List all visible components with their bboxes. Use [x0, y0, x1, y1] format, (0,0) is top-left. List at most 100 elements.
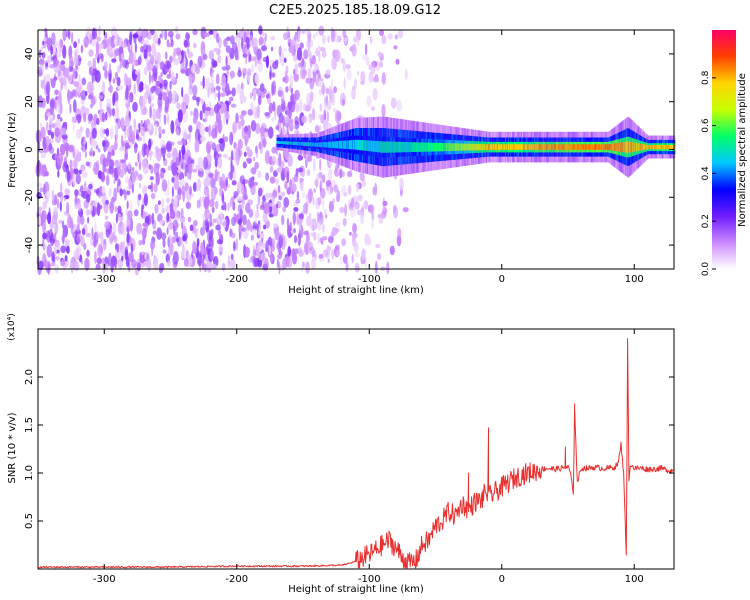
spectrogram-band-cell	[549, 144, 552, 150]
spectrogram-noise-cell	[145, 84, 150, 98]
spectrogram-noise-cell	[254, 73, 260, 85]
spectrogram-noise-cell	[84, 257, 90, 271]
spectrogram-noise-cell	[232, 121, 238, 134]
spectrogram-noise-cell	[280, 250, 283, 256]
spectrogram-noise-cell	[38, 58, 45, 66]
spectrogram-noise-cell	[208, 140, 213, 146]
spectrogram-noise-cell	[188, 73, 193, 84]
spectrogram-noise-cell	[262, 243, 265, 249]
spectrogram-noise-cell	[114, 206, 118, 213]
spectrogram-noise-cell	[143, 66, 148, 76]
spectrogram-noise-cell	[105, 199, 109, 205]
spectrogram-noise-cell	[319, 158, 322, 171]
spectrogram-noise-cell	[118, 226, 122, 235]
spectrogram-noise-cell	[195, 66, 201, 75]
spectrogram-noise-cell	[196, 97, 200, 107]
spectrogram-noise-cell	[233, 241, 236, 252]
spectrogram-band-cell	[359, 139, 361, 151]
spectrogram-noise-cell	[94, 250, 97, 264]
spectrogram-noise-cell	[114, 264, 117, 269]
spectrogram-band-cell	[601, 144, 603, 150]
spectrogram-noise-cell	[272, 101, 276, 112]
spectrogram-noise-cell	[121, 162, 128, 171]
spectrogram-band-cell	[423, 142, 425, 152]
spectrogram-noise-cell	[157, 200, 161, 206]
spectrogram-noise-cell	[282, 76, 287, 83]
spectrogram-band-cell	[497, 144, 499, 150]
spectrogram-noise-cell	[67, 171, 71, 183]
spectrogram-band-cell	[405, 142, 408, 153]
spectrogram-noise-cell	[339, 207, 345, 213]
spectrogram-noise-cell	[120, 134, 124, 147]
spectrogram-noise-cell	[164, 103, 169, 114]
spectrogram-noise-cell	[296, 215, 300, 225]
spectrogram-noise-cell	[201, 256, 205, 270]
spectrogram-band-cell	[464, 143, 466, 151]
spectrogram-noise-cell	[325, 180, 332, 187]
spectrogram-noise-cell	[116, 36, 123, 46]
spectrogram-noise-cell	[142, 165, 149, 175]
spectrogram-noise-cell	[331, 226, 337, 237]
spectrogram-noise-cell	[72, 147, 76, 159]
spectrogram-band-cell	[521, 144, 523, 150]
spectrogram-band-cell	[620, 142, 622, 152]
spectrogram-noise-cell	[264, 202, 270, 215]
spectrogram-noise-cell	[371, 211, 375, 221]
spectrogram-band-cell	[391, 141, 394, 153]
spectrogram-noise-cell	[135, 133, 140, 140]
spectrogram-band-cell	[280, 141, 282, 145]
spectrogram-noise-cell	[192, 84, 198, 97]
spectrogram-noise-cell	[378, 217, 383, 224]
spectrogram-noise-cell	[208, 30, 215, 35]
spectrogram-noise-cell	[134, 161, 138, 167]
spectrogram-noise-cell	[169, 80, 172, 90]
spectrogram-band-cell	[582, 144, 584, 150]
spectrogram-noise-cell	[220, 81, 227, 87]
spectrogram-band-cell	[335, 141, 337, 149]
spectrogram-noise-cell	[241, 110, 247, 116]
spectrogram-band-cell	[451, 143, 453, 151]
spectrogram-band-cell	[445, 143, 447, 152]
spectrogram-band-cell	[447, 143, 449, 152]
spectrogram-band-cell	[382, 141, 385, 153]
spectrogram-noise-cell	[117, 85, 123, 91]
spectrogram-band-cell	[298, 141, 300, 146]
spectrogram-noise-cell	[235, 154, 240, 166]
spectrogram-noise-cell	[45, 81, 51, 96]
spectrogram-band-cell	[636, 142, 638, 152]
spectrogram-noise-cell	[361, 248, 366, 261]
spectrogram-band-cell	[318, 142, 320, 147]
spectrogram-noise-cell	[223, 38, 228, 47]
spectrogram-noise-cell	[250, 183, 256, 196]
colorbar-label: Normalized spectral amplitude	[737, 73, 748, 227]
spectrogram-band-cell	[493, 144, 495, 150]
spectrogram-band-cell	[376, 141, 379, 153]
spectrogram-noise-cell	[264, 192, 270, 201]
spectrogram-noise-cell	[311, 54, 316, 65]
spectrogram-noise-cell	[303, 49, 309, 60]
spectrogram-noise-cell	[371, 219, 375, 229]
spectrogram-noise-cell	[321, 34, 326, 45]
spectrogram-noise-cell	[312, 158, 316, 172]
spectrogram-noise-cell	[209, 198, 215, 208]
spectrogram-noise-cell	[395, 58, 400, 65]
spectrogram-band-cell	[655, 145, 657, 150]
spectrogram-noise-cell	[285, 86, 289, 93]
spectrogram-noise-cell	[87, 60, 92, 67]
spectrogram-noise-cell	[51, 123, 55, 128]
spectrogram-noise-cell	[188, 125, 193, 133]
spectrogram-noise-cell	[159, 83, 163, 89]
spectrogram-band-cell	[430, 142, 432, 152]
spectrogram-noise-cell	[48, 146, 55, 154]
spectrogram-noise-cell	[166, 227, 169, 236]
spectrogram-noise-cell	[269, 176, 276, 184]
spectrogram-noise-cell	[241, 46, 247, 54]
spectrogram-noise-cell	[125, 208, 128, 217]
spectrogram-band-cell	[443, 143, 445, 152]
spectrogram-band-cell	[466, 143, 468, 151]
spectrogram-noise-cell	[75, 114, 82, 121]
spectrogram-noise-cell	[394, 34, 399, 40]
spectrogram-noise-cell	[66, 201, 70, 215]
spectrogram-band-cell	[289, 141, 291, 145]
spectrogram-band-cell	[491, 144, 493, 150]
